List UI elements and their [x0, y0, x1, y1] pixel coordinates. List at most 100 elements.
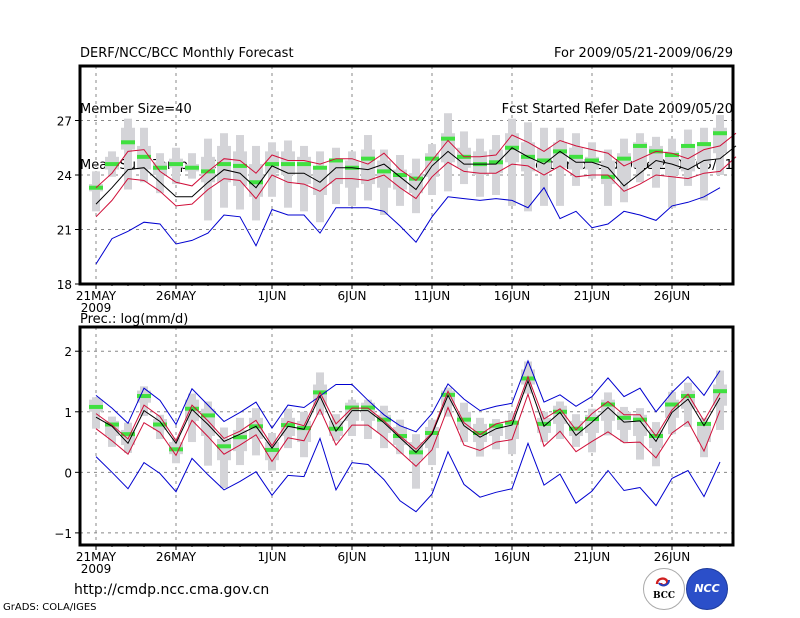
median-bar	[569, 426, 583, 431]
x-tick-label: 21JUN	[574, 550, 611, 564]
median-bar	[377, 417, 391, 422]
bcc-logo: BCC	[643, 568, 685, 610]
x-tick-label: 26JUN	[654, 550, 691, 564]
x-tick-label: 26MAY	[156, 550, 197, 564]
ncc-logo: NCC	[686, 568, 728, 610]
x-tick-label: 16JUN	[494, 550, 531, 564]
median-bar	[585, 417, 599, 422]
y-tick-label: 1	[64, 406, 72, 420]
median-bar	[409, 176, 423, 181]
iqr-box	[665, 151, 679, 175]
forecast-period: For 2009/05/21-2009/06/29	[554, 46, 733, 61]
whisker-bar	[124, 118, 132, 190]
median-bar	[681, 143, 695, 148]
chart-title: DERF/NCC/BCC Monthly Forecast	[80, 46, 294, 61]
median-bar	[681, 394, 695, 399]
median-bar	[617, 415, 631, 420]
x-tick-label: 16JUN	[494, 289, 531, 303]
median-bar	[713, 389, 727, 394]
x-tick-label: 11JUN	[414, 289, 451, 303]
median-bar	[473, 430, 487, 435]
median-bar	[121, 432, 135, 437]
median-bar	[697, 142, 711, 147]
median-bar	[169, 162, 183, 167]
iqr-box	[217, 439, 231, 461]
bcc-swirl-icon	[655, 577, 670, 587]
median-bar	[249, 180, 263, 185]
bcc-logo-text: BCC	[652, 591, 676, 601]
median-bar	[153, 422, 167, 427]
forecast-start-date: Fcst Started Refer Date 2009/05/20	[501, 102, 733, 117]
y-tick-label: −1	[54, 527, 72, 541]
series-mean-line	[95, 145, 737, 205]
grads-credit: GrADS: COLA/IGES	[3, 602, 97, 613]
ncc-logo-text: NCC	[694, 582, 720, 595]
plot-frame	[78, 325, 735, 547]
y-tick-label: 24	[57, 169, 72, 183]
median-bar	[89, 404, 103, 409]
median-bar	[89, 185, 103, 190]
median-bar	[425, 156, 439, 161]
median-bar	[281, 423, 295, 428]
series-max-line	[95, 359, 721, 433]
median-bar	[633, 143, 647, 148]
median-bar	[665, 153, 679, 158]
series-upper-line	[95, 132, 737, 189]
x-tick-label: 21MAY	[76, 289, 117, 303]
member-size: Member Size=40	[80, 102, 192, 117]
iqr-box	[345, 402, 359, 421]
median-bar	[537, 421, 551, 426]
median-bar	[457, 417, 471, 422]
whisker-bar	[412, 434, 420, 489]
x-tick-label: 26JUN	[654, 289, 691, 303]
x-tick-label: 1JUN	[258, 289, 287, 303]
iqr-box	[121, 127, 135, 150]
median-bar	[265, 447, 279, 452]
median-bar	[617, 156, 631, 161]
whisker-bar	[92, 171, 100, 212]
median-bar	[137, 394, 151, 399]
series-lower-line	[95, 156, 737, 218]
iqr-box	[345, 160, 359, 188]
median-bar	[201, 413, 215, 418]
median-bar	[137, 154, 151, 159]
x-tick-label: 6JUN	[338, 550, 367, 564]
iqr-box	[329, 158, 343, 185]
median-bar	[393, 173, 407, 177]
x-tick-sublabel: 2009	[81, 301, 112, 315]
median-bar	[233, 435, 247, 440]
iqr-box	[553, 142, 567, 168]
median-bar	[633, 417, 647, 422]
source-url[interactable]: http://cmdp.ncc.cma.gov.cn	[74, 582, 270, 598]
median-bar	[601, 174, 615, 179]
x-tick-label: 1JUN	[258, 550, 287, 564]
median-bar	[585, 158, 599, 163]
median-bar	[361, 156, 375, 161]
median-bar	[441, 136, 455, 141]
median-bar	[489, 423, 503, 428]
median-bar	[217, 444, 231, 449]
median-bar	[713, 131, 727, 136]
median-bar	[697, 421, 711, 426]
median-bar	[169, 447, 183, 452]
median-bar	[505, 420, 519, 425]
median-bar	[377, 169, 391, 174]
iqr-box	[697, 142, 711, 165]
median-bar	[153, 165, 167, 170]
iqr-box	[409, 173, 423, 194]
median-bar	[329, 158, 343, 163]
median-bar	[489, 160, 503, 165]
median-bar	[185, 165, 199, 170]
x-tick-label: 11JUN	[414, 550, 451, 564]
series-lower-line	[95, 392, 721, 467]
y-tick-label: 21	[57, 224, 72, 238]
x-tick-label: 26MAY	[156, 289, 197, 303]
median-bar	[217, 162, 231, 167]
median-bar	[105, 162, 119, 167]
median-bar	[537, 158, 551, 163]
iqr-box	[697, 423, 711, 443]
median-bar	[121, 140, 135, 145]
x-tick-sublabel: 2009	[81, 562, 112, 576]
